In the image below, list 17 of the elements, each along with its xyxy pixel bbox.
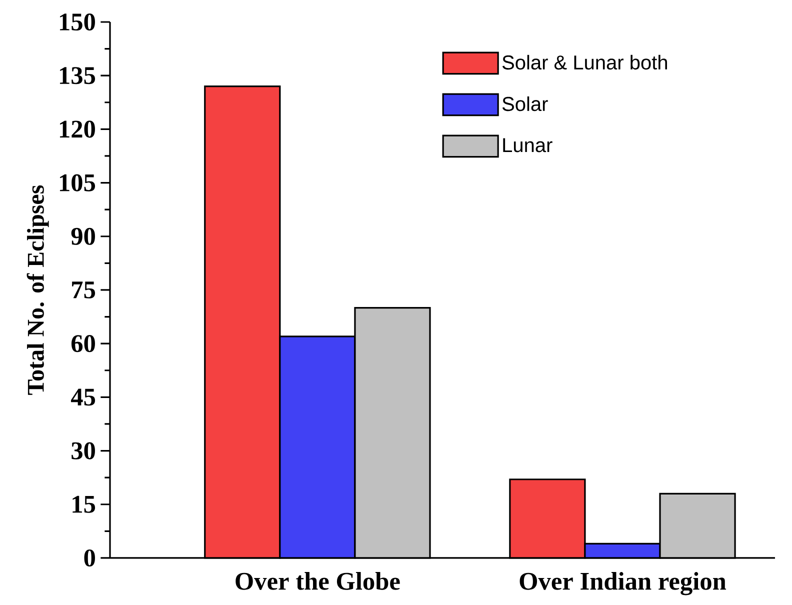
y-tick-label: 120	[60, 120, 95, 138]
y-tick-label: 30	[72, 442, 95, 460]
y-tick-label: 60	[71, 335, 95, 352]
y-tick-label: 15	[72, 496, 96, 513]
y-tick-label: 135	[60, 67, 96, 84]
legend-label: Solar & Lunar both	[502, 54, 667, 70]
x-tick-label: Over Indian region	[520, 572, 726, 596]
legend-label: Lunar	[503, 138, 552, 152]
y-tick-label: 75	[72, 282, 96, 298]
y-tick-label: 90	[71, 228, 95, 245]
x-tick-label: Over the Globe	[236, 572, 400, 590]
legend-label: Solar	[502, 96, 548, 112]
y-tick-label: 0	[84, 549, 95, 567]
y-tick-label: 105	[60, 174, 96, 192]
y-axis-title: Total No. of Eclipses	[26, 185, 49, 395]
y-tick-label: 45	[70, 388, 96, 406]
y-tick-label: 150	[60, 13, 95, 31]
